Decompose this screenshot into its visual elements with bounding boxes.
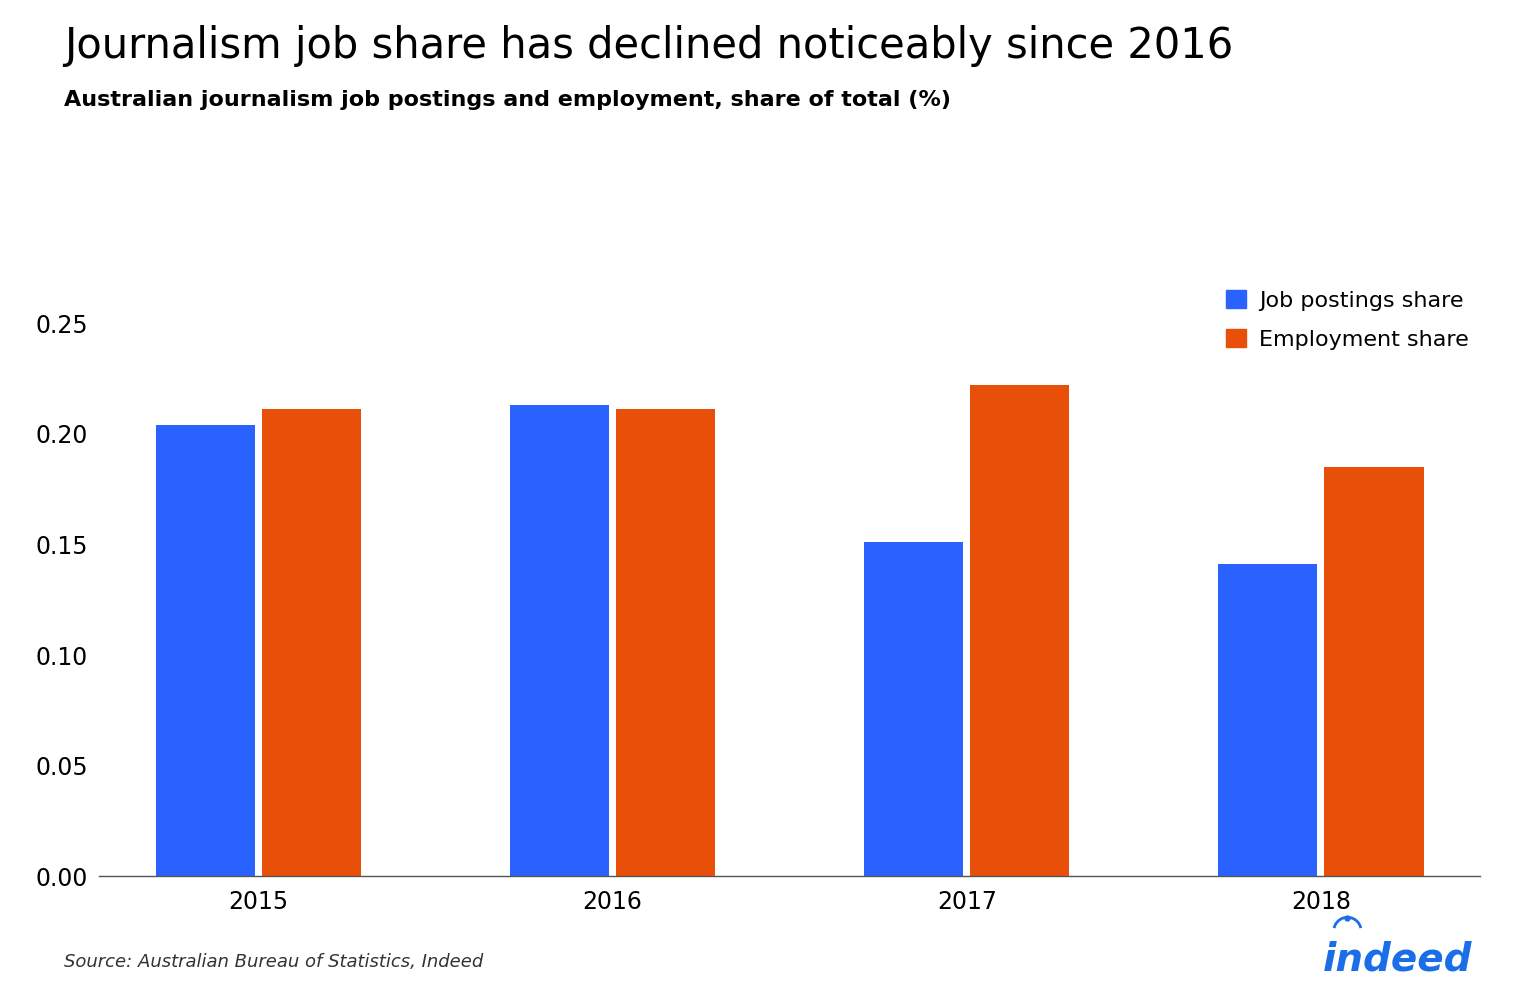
- Bar: [262, 409, 362, 876]
- Text: Journalism job share has declined noticeably since 2016: Journalism job share has declined notice…: [64, 25, 1233, 67]
- Bar: [1325, 467, 1424, 876]
- Bar: [617, 409, 716, 876]
- Text: Source: Australian Bureau of Statistics, Indeed: Source: Australian Bureau of Statistics,…: [64, 953, 484, 971]
- Bar: [156, 425, 255, 876]
- Text: indeed: indeed: [1323, 940, 1473, 978]
- Text: Australian journalism job postings and employment, share of total (%): Australian journalism job postings and e…: [64, 90, 951, 110]
- Legend: Job postings share, Employment share: Job postings share, Employment share: [1225, 290, 1470, 350]
- Bar: [510, 405, 609, 876]
- Bar: [1218, 565, 1317, 876]
- Bar: [864, 542, 963, 876]
- Bar: [971, 385, 1070, 876]
